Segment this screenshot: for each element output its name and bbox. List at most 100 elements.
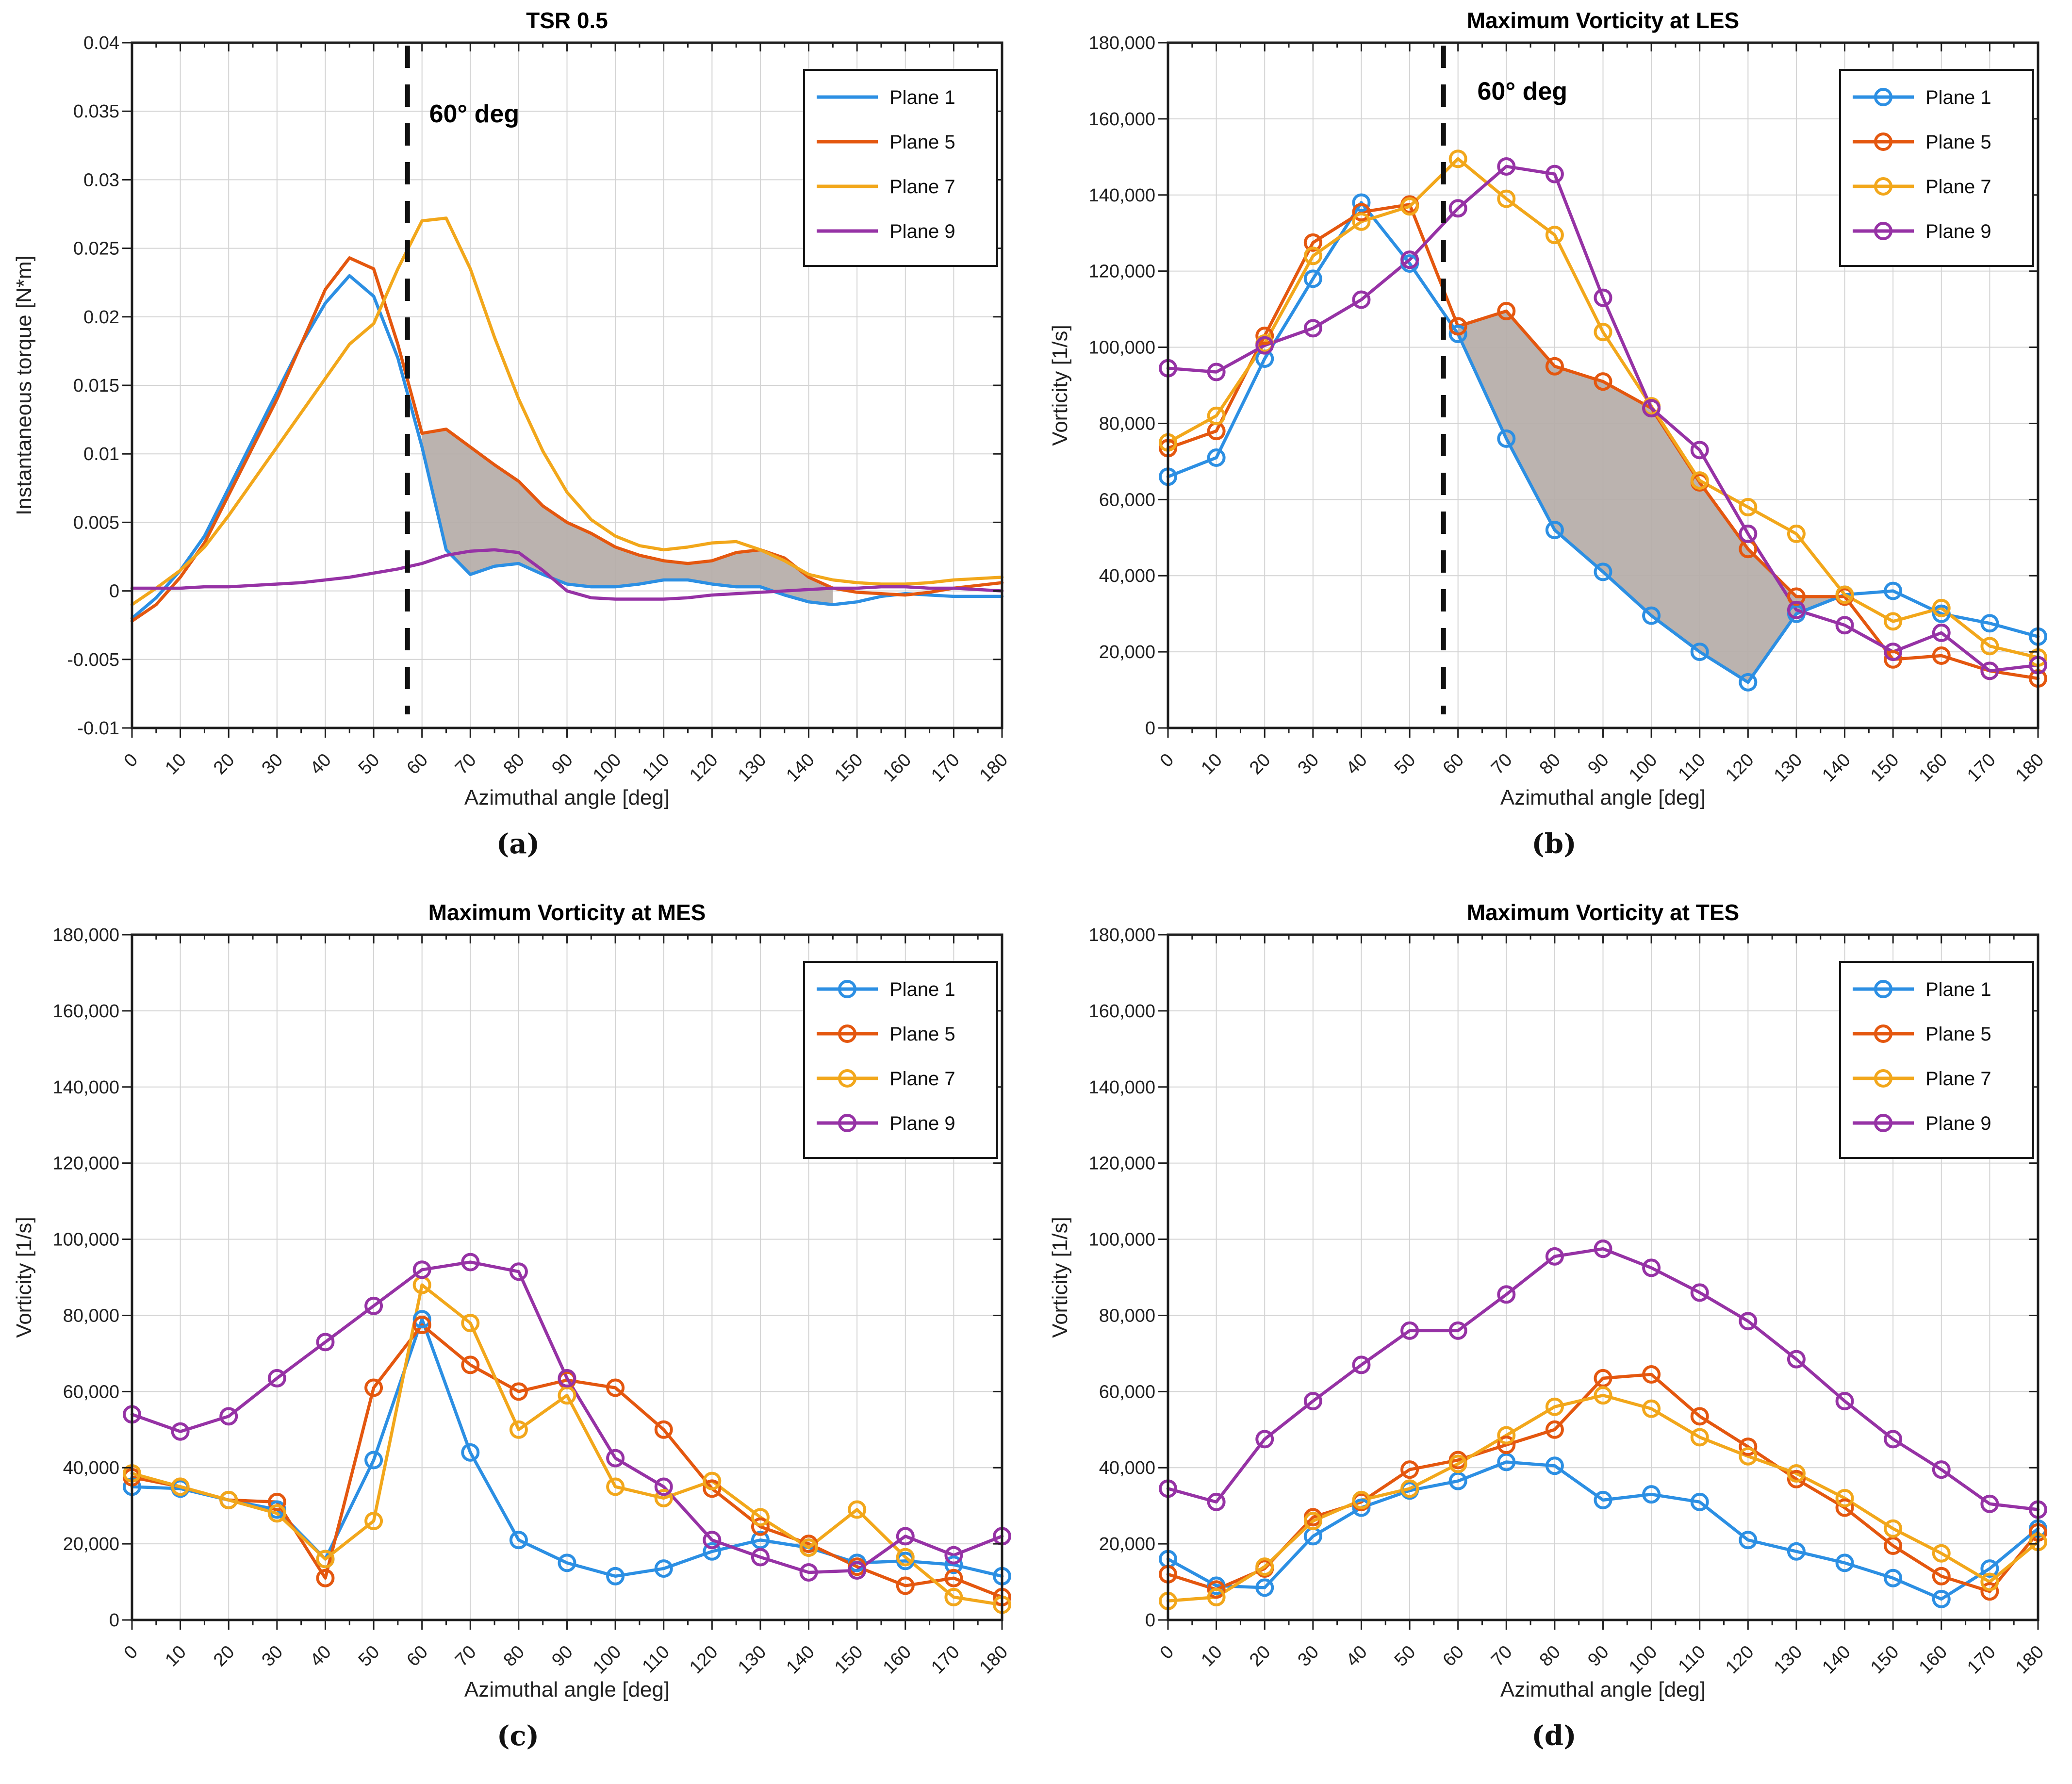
svg-text:180: 180 [976, 750, 1012, 786]
legend-item-plane-7: Plane 7 [1925, 1068, 1991, 1090]
svg-text:100: 100 [589, 1642, 625, 1678]
svg-text:20: 20 [210, 1642, 239, 1671]
legend-item-plane-7: Plane 7 [889, 1068, 955, 1090]
caption-b: (b) [1531, 828, 1577, 860]
y-axis-label: Vorticity [1/s] [12, 1217, 36, 1338]
caption-d: (d) [1531, 1720, 1577, 1752]
legend-item-plane-7: Plane 7 [889, 176, 955, 198]
svg-text:130: 130 [1770, 1642, 1807, 1678]
legend-box [803, 961, 998, 1159]
svg-text:60: 60 [1439, 1642, 1468, 1671]
svg-text:40: 40 [1342, 750, 1371, 779]
svg-text:20: 20 [210, 750, 239, 779]
series-plane-5-line [1166, 1372, 2040, 1593]
svg-text:160: 160 [1915, 1642, 1952, 1678]
svg-text:20: 20 [1246, 1642, 1275, 1671]
panel-c: 0 10 20 30 40 50 60 70 80 90 100 110 120 130 140 150 160… [0, 892, 1036, 1784]
legend-item-plane-1: Plane 1 [1925, 979, 1991, 1000]
x-axis-label: Azimuthal angle [deg] [464, 786, 670, 809]
svg-text:150: 150 [1867, 1642, 1903, 1678]
svg-text:170: 170 [1963, 750, 2000, 786]
series-plane-5-line [130, 256, 1004, 623]
svg-text:0.04: 0.04 [83, 33, 119, 53]
x-tick-labels: 0 10 20 30 40 50 60 70 80 90 100 110 120 130 140 150 160… [120, 750, 1012, 786]
legend-marker-icon [1874, 980, 1892, 998]
x-axis-label: Azimuthal angle [deg] [1500, 786, 1706, 809]
legend-box [1839, 961, 2034, 1159]
svg-text:50: 50 [1391, 1642, 1420, 1671]
legend-marker-icon [1874, 222, 1892, 240]
svg-text:0: 0 [1145, 718, 1155, 739]
y-tick-labels: 0 20,000 40,000 60,000 80,000 100,000 120,000 1… [1089, 33, 1155, 739]
legend: Plane 1 Plane 5 Plane 7 Plane 9 [803, 961, 998, 1159]
svg-text:80,000: 80,000 [1099, 413, 1155, 434]
legend-item-plane-5: Plane 5 [889, 1024, 955, 1045]
shaded-band [422, 429, 833, 605]
svg-text:60: 60 [403, 1642, 432, 1671]
svg-text:130: 130 [734, 1642, 771, 1678]
chart-c: 0 10 20 30 40 50 60 70 80 90 100 110 120 130 140 150 160… [12, 900, 1012, 1701]
svg-text:20,000: 20,000 [63, 1534, 119, 1554]
svg-text:0: 0 [1156, 1642, 1178, 1664]
y-axis-label: Vorticity [1/s] [1048, 1217, 1072, 1338]
series-plane-9-markers [1159, 1239, 2047, 1519]
series-plane-7-line [1166, 157, 2040, 660]
svg-text:140: 140 [1818, 1642, 1855, 1678]
svg-text:60,000: 60,000 [63, 1382, 119, 1402]
svg-text:150: 150 [831, 1642, 867, 1678]
svg-text:130: 130 [1770, 750, 1807, 786]
svg-text:180,000: 180,000 [53, 925, 119, 945]
chart-b: 60° deg 0 10 20 30 40 50 60 70 80 90 100 110 120 130 14… [1048, 8, 2048, 809]
axis-ticks [1158, 42, 2039, 738]
svg-text:140: 140 [782, 1642, 819, 1678]
svg-text:120,000: 120,000 [1089, 262, 1155, 282]
svg-text:140: 140 [782, 750, 819, 786]
svg-text:120: 120 [686, 750, 722, 786]
legend-item-plane-9: Plane 9 [889, 221, 955, 242]
svg-text:60,000: 60,000 [1099, 490, 1155, 510]
svg-text:150: 150 [1867, 750, 1903, 786]
svg-text:170: 170 [1963, 1642, 2000, 1678]
svg-text:80,000: 80,000 [63, 1305, 119, 1326]
legend-marker-icon [1874, 88, 1892, 106]
legend-marker-icon [838, 980, 856, 998]
legend-marker-icon [838, 1069, 856, 1088]
x-tick-labels: 0 10 20 30 40 50 60 70 80 90 100 110 120 130 140 150 160… [1156, 750, 2048, 786]
x-axis-label: Azimuthal angle [deg] [1500, 1678, 1706, 1701]
svg-text:140,000: 140,000 [1089, 185, 1155, 206]
y-tick-labels: 0 20,000 40,000 60,000 80,000 100,000 120,000 1… [53, 925, 119, 1631]
svg-text:110: 110 [1675, 1642, 1710, 1677]
svg-text:30: 30 [1294, 750, 1323, 779]
chart-a: 60° deg 0 10 20 30 40 50 60 70 80 90 100 110 120 130 14… [12, 8, 1012, 809]
svg-text:20: 20 [1246, 750, 1275, 779]
svg-text:160: 160 [879, 750, 916, 786]
series-plane-1-line [1166, 1460, 2040, 1601]
svg-text:70: 70 [451, 750, 480, 779]
series-plane-7-markers [1159, 149, 2047, 667]
svg-text:0: 0 [109, 581, 119, 602]
svg-text:-0.01: -0.01 [77, 718, 119, 739]
caption-c: (c) [496, 1720, 540, 1752]
svg-text:90: 90 [1584, 750, 1613, 779]
annotation-60deg: 60° deg [1478, 78, 1568, 106]
svg-text:50: 50 [355, 1642, 384, 1671]
legend: Plane 1 Plane 5 Plane 7 Plane 9 [803, 69, 998, 267]
svg-text:30: 30 [258, 1642, 287, 1671]
legend-item-plane-1: Plane 1 [889, 87, 955, 108]
svg-text:100,000: 100,000 [1089, 1230, 1155, 1250]
svg-text:160,000: 160,000 [1089, 109, 1155, 130]
svg-text:120: 120 [1722, 1642, 1758, 1678]
svg-text:50: 50 [1391, 750, 1420, 779]
axis-ticks [122, 42, 1003, 738]
series-plane-9-line [1166, 1247, 2040, 1511]
svg-text:180: 180 [2012, 750, 2048, 786]
legend-item-plane-1: Plane 1 [889, 979, 955, 1000]
svg-text:140,000: 140,000 [53, 1077, 119, 1098]
legend-marker-icon [1874, 177, 1892, 196]
svg-text:10: 10 [1197, 750, 1226, 779]
svg-text:160,000: 160,000 [53, 1001, 119, 1022]
svg-text:10: 10 [161, 1642, 190, 1671]
series-plane-9-line [130, 548, 1004, 601]
svg-text:70: 70 [1487, 750, 1516, 779]
svg-text:80: 80 [1536, 1642, 1565, 1671]
